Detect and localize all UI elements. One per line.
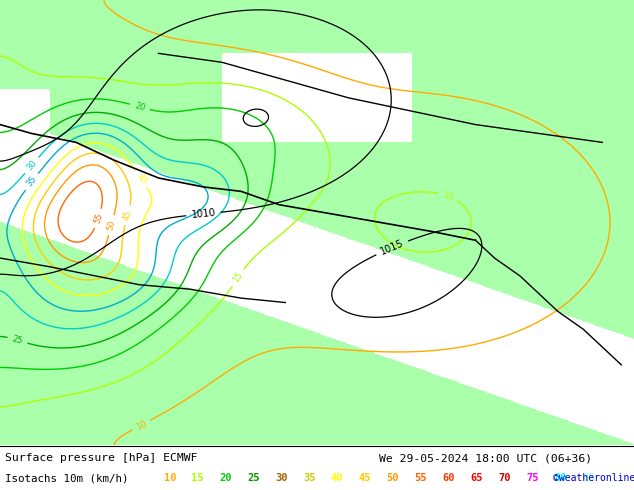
Text: 90: 90 bbox=[610, 473, 623, 483]
Text: 45: 45 bbox=[122, 209, 133, 221]
Text: 75: 75 bbox=[526, 473, 539, 483]
Text: 15: 15 bbox=[231, 271, 245, 285]
Text: 40: 40 bbox=[135, 172, 148, 186]
Text: 40: 40 bbox=[331, 473, 344, 483]
Text: 25: 25 bbox=[247, 473, 260, 483]
Text: Surface pressure [hPa] ECMWF: Surface pressure [hPa] ECMWF bbox=[5, 453, 198, 463]
Text: 30: 30 bbox=[25, 158, 39, 172]
Text: 10: 10 bbox=[164, 473, 176, 483]
Text: 15: 15 bbox=[441, 190, 455, 202]
Text: 35: 35 bbox=[303, 473, 316, 483]
Text: 20: 20 bbox=[134, 101, 146, 113]
Text: 1010: 1010 bbox=[191, 208, 216, 220]
Text: 35: 35 bbox=[25, 175, 39, 189]
Text: 10: 10 bbox=[134, 418, 148, 432]
Text: 30: 30 bbox=[275, 473, 288, 483]
Text: 55: 55 bbox=[93, 212, 105, 225]
Text: ©weatheronline.co.uk: ©weatheronline.co.uk bbox=[553, 473, 634, 483]
Text: Isotachs 10m (km/h): Isotachs 10m (km/h) bbox=[5, 473, 129, 483]
Text: 60: 60 bbox=[443, 473, 455, 483]
Text: 70: 70 bbox=[498, 473, 511, 483]
Text: 65: 65 bbox=[470, 473, 483, 483]
Text: 45: 45 bbox=[359, 473, 372, 483]
Text: 50: 50 bbox=[387, 473, 399, 483]
Text: 20: 20 bbox=[219, 473, 232, 483]
Text: We 29-05-2024 18:00 UTC (06+36): We 29-05-2024 18:00 UTC (06+36) bbox=[379, 453, 592, 463]
Text: 80: 80 bbox=[554, 473, 567, 483]
Text: 1015: 1015 bbox=[378, 238, 405, 257]
Text: 15: 15 bbox=[191, 473, 204, 483]
Text: 25: 25 bbox=[11, 334, 24, 346]
Text: 50: 50 bbox=[105, 219, 117, 231]
Text: 55: 55 bbox=[415, 473, 427, 483]
Text: 85: 85 bbox=[582, 473, 595, 483]
